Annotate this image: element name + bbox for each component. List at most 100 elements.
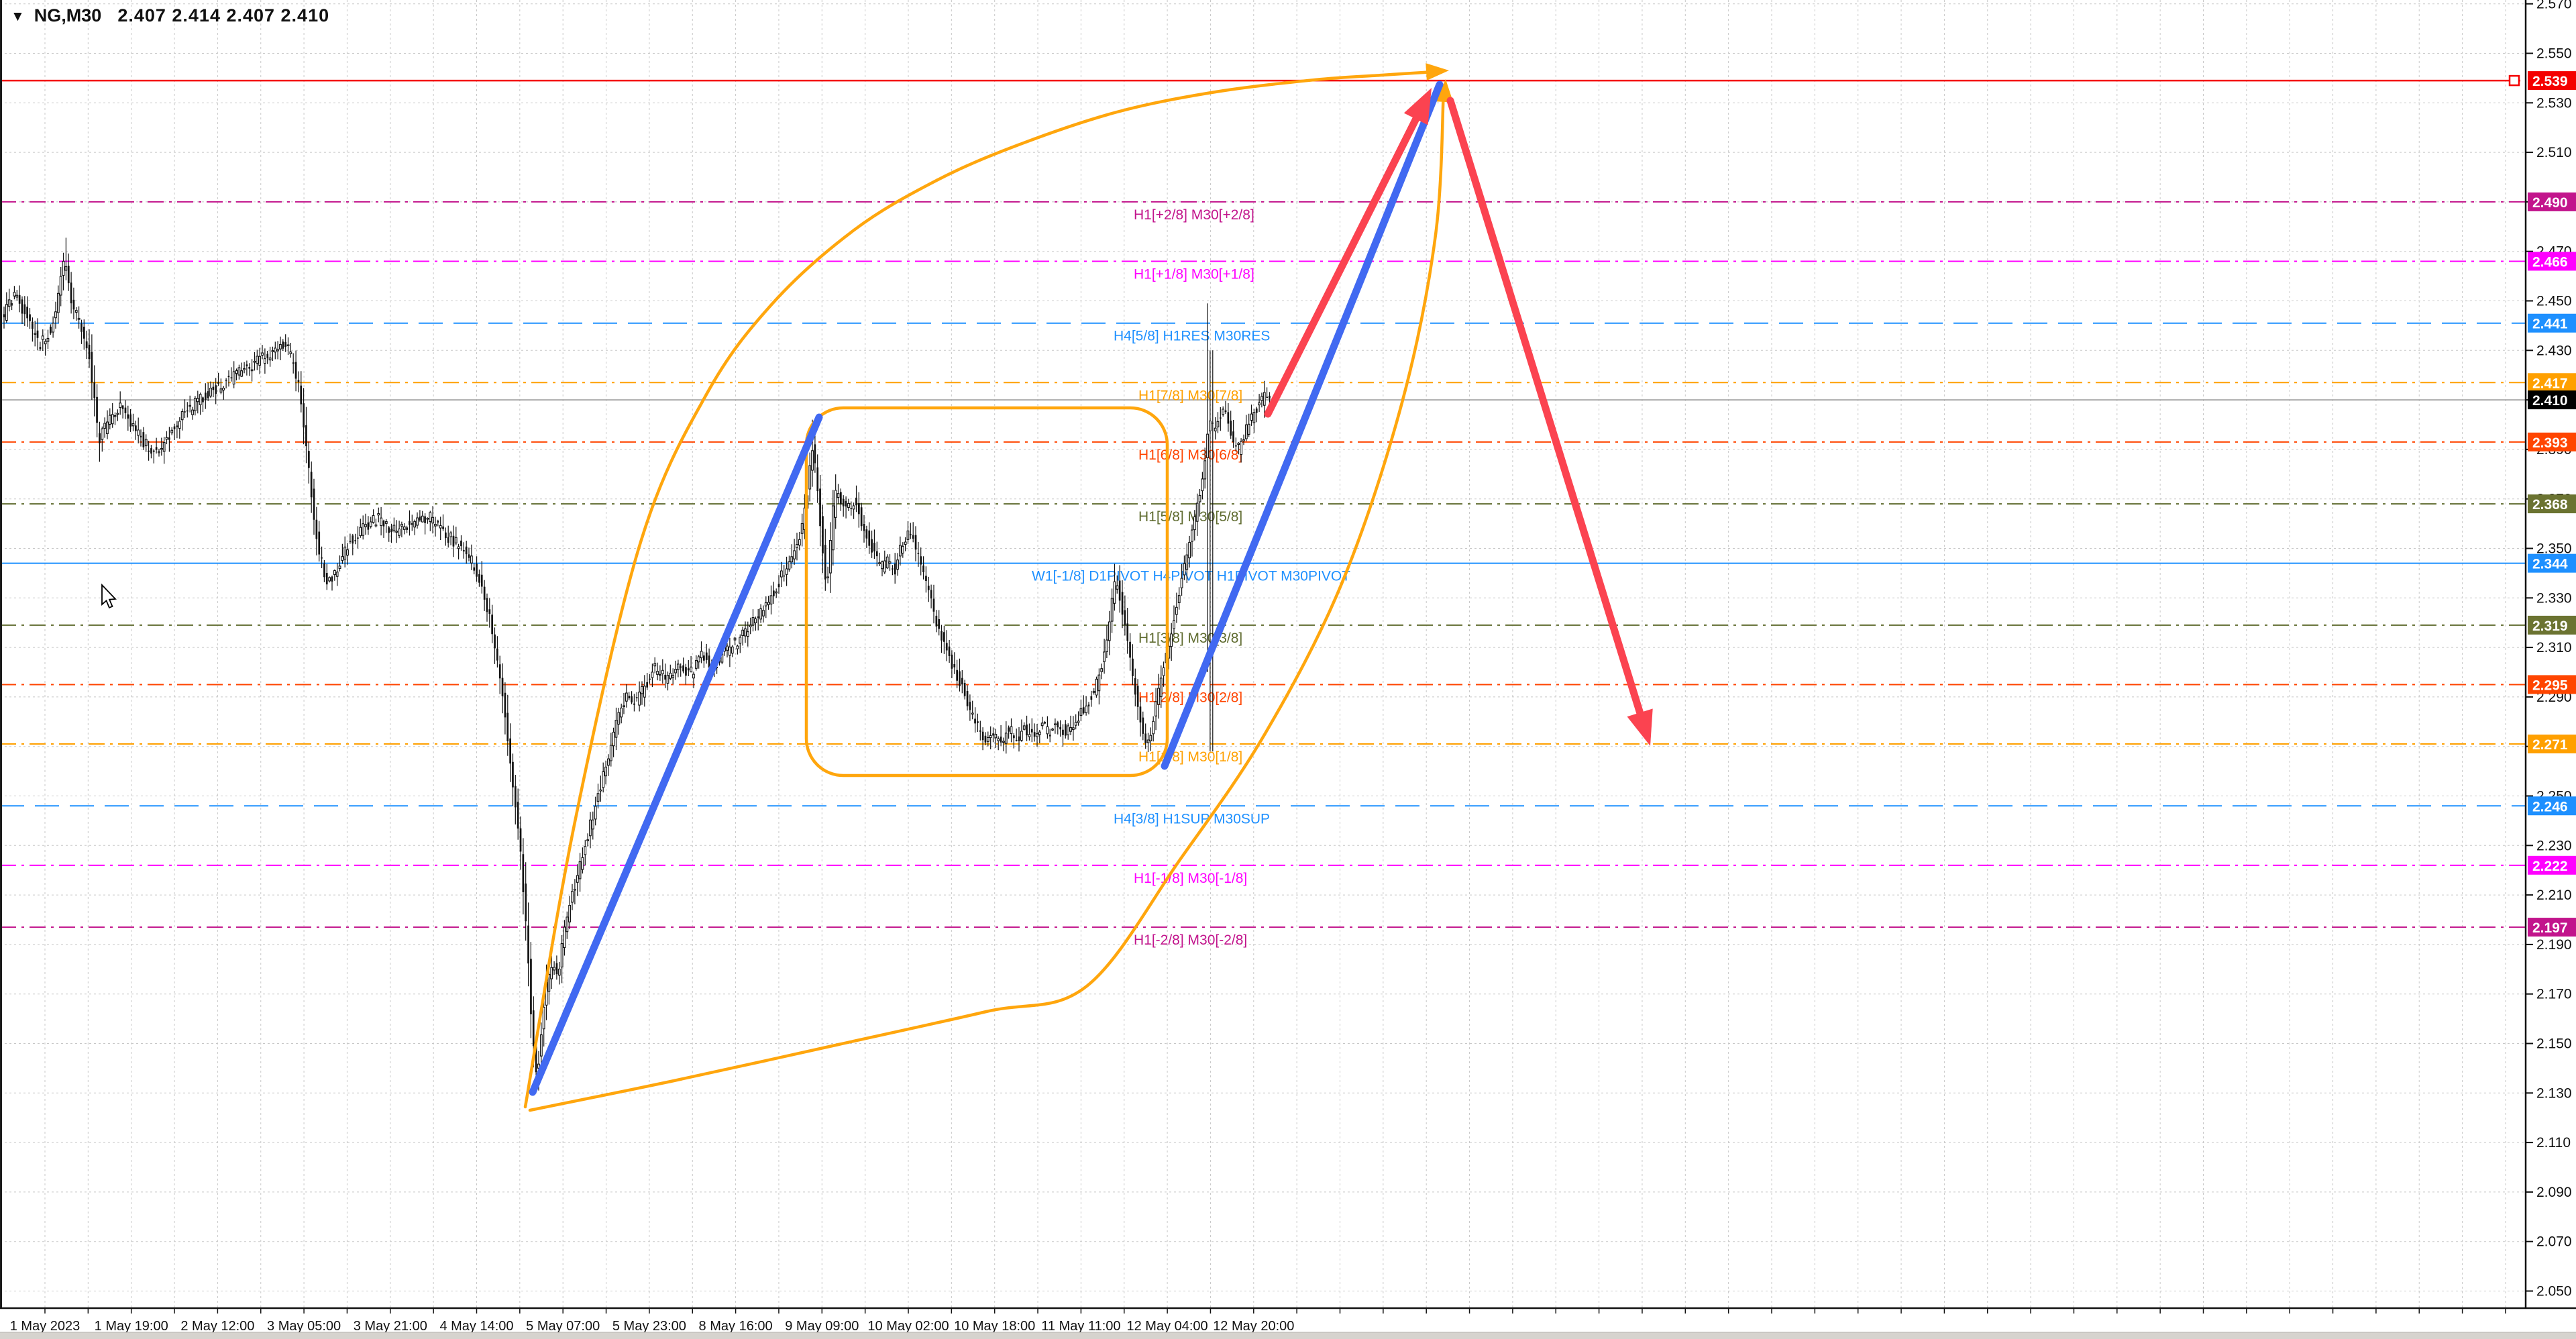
price-tick: 2.210 <box>2536 888 2572 903</box>
level-label: H1[+2/8] M30[+2/8] <box>1134 207 1254 223</box>
time-label: 8 May 16:00 <box>699 1319 773 1334</box>
price-tick: 2.230 <box>2536 838 2572 853</box>
arrowhead <box>1627 708 1653 746</box>
price-tick: 2.510 <box>2536 145 2572 160</box>
blue-up-1[interactable] <box>529 413 823 1096</box>
murrey-level-labels: H1[+2/8] M30[+2/8] H1[+1/8] M30[+1/8] H4[5… <box>1032 207 1350 948</box>
price-tick: 2.550 <box>2536 46 2572 62</box>
price-tick: 2.430 <box>2536 343 2572 358</box>
price-tag-label: 2.271 <box>2532 737 2568 753</box>
ohlc-values: 2.407 2.414 2.407 2.410 <box>117 5 330 25</box>
blue-up-2[interactable] <box>1161 81 1444 770</box>
symbol-header[interactable]: ▼ NG,M30 2.407 2.414 2.407 2.410 <box>11 5 329 26</box>
price-tick: 2.310 <box>2536 640 2572 655</box>
level-label: H1[5/8] M30[5/8] <box>1138 509 1242 525</box>
price-tag-2.466 <box>2528 252 2576 271</box>
level-label: W1[-1/8] D1PIVOT H4PIVOT H1PIVOT M30PIVO… <box>1032 569 1350 584</box>
consolidation-box[interactable] <box>804 406 1169 778</box>
mouse-cursor <box>101 583 117 608</box>
price-tag-2.368 <box>2528 494 2576 514</box>
hline-handle[interactable] <box>2508 74 2520 87</box>
time-label: 1 May 19:00 <box>95 1319 168 1334</box>
symbol-label: NG,M30 <box>34 5 102 25</box>
level-label: H1[3/8] M30[3/8] <box>1138 631 1242 646</box>
murrey-level-lines <box>0 201 2526 928</box>
price-tick: 2.350 <box>2536 541 2572 557</box>
price-tag-2.222 <box>2528 855 2576 875</box>
price-tag-2.393 <box>2528 432 2576 451</box>
price-tag-2.319 <box>2528 615 2576 635</box>
price-tag-2.417 <box>2528 373 2576 392</box>
ellipse-upper-arc <box>523 70 1436 1109</box>
price-tag-2.539 <box>2528 71 2576 91</box>
price-axis[interactable]: 2.5702.5502.5302.5102.4902.4702.4502.430… <box>2526 0 2576 1299</box>
chart-borders <box>0 0 2576 1309</box>
price-tag-label: 2.222 <box>2532 859 2568 874</box>
time-label: 9 May 09:00 <box>785 1319 859 1334</box>
time-label: 3 May 05:00 <box>267 1319 341 1334</box>
price-tag-2.441 <box>2528 313 2576 333</box>
ellipse-projection[interactable] <box>523 63 1454 1112</box>
price-tick: 2.150 <box>2536 1036 2572 1052</box>
level-label: H1[7/8] M30[7/8] <box>1138 388 1242 403</box>
time-axis[interactable]: 1 May 2023 1 May 19:00 2 May 12:00 3 May 05… <box>0 1308 2576 1339</box>
time-label: 10 May 02:00 <box>867 1319 949 1334</box>
price-tag-2.271 <box>2528 735 2576 754</box>
price-tag-2.344 <box>2528 553 2576 573</box>
level-label: H4[3/8] H1SUP M30SUP <box>1114 811 1270 826</box>
time-label: 4 May 14:00 <box>439 1319 513 1334</box>
red-up-arrow[interactable] <box>1264 101 1427 418</box>
time-label: 10 May 18:00 <box>954 1319 1035 1334</box>
trend-arrows[interactable] <box>529 81 1653 1096</box>
level-label: H1[6/8] M30[6/8] <box>1138 447 1242 463</box>
price-tick: 2.110 <box>2536 1135 2571 1150</box>
price-tag-label: 2.393 <box>2532 435 2568 451</box>
price-tag-label: 2.246 <box>2532 799 2568 814</box>
price-tag-label: 2.368 <box>2532 497 2568 513</box>
price-tick: 2.450 <box>2536 294 2572 309</box>
price-tick: 2.530 <box>2536 95 2572 111</box>
red-resistance-hline[interactable] <box>0 74 2520 87</box>
price-tag-2.295 <box>2528 675 2576 694</box>
price-tag-2.246 <box>2528 796 2576 816</box>
price-tick: 2.190 <box>2536 937 2572 953</box>
price-tag-2.410 <box>2528 390 2576 410</box>
level-label: H4[5/8] H1RES M30RES <box>1114 329 1270 344</box>
price-tag-2.490 <box>2528 192 2576 211</box>
price-tag-label: 2.490 <box>2532 195 2568 211</box>
price-tick: 2.330 <box>2536 590 2572 606</box>
time-label: 12 May 20:00 <box>1213 1319 1294 1334</box>
grid <box>0 0 2526 1308</box>
time-label: 11 May 11:00 <box>1041 1319 1120 1334</box>
price-tag-2.197 <box>2528 918 2576 937</box>
rounded-box <box>804 406 1169 778</box>
arrowhead <box>1436 79 1454 103</box>
time-label: 2 May 12:00 <box>180 1319 254 1334</box>
price-tag-label: 2.197 <box>2532 920 2568 936</box>
time-label: 1 May 2023 <box>10 1319 80 1334</box>
price-tag-label: 2.417 <box>2532 376 2568 391</box>
price-tag-label: 2.466 <box>2532 254 2568 270</box>
price-tag-label: 2.539 <box>2532 74 2568 89</box>
price-tick: 2.070 <box>2536 1234 2572 1250</box>
cursor-arrow <box>101 583 117 608</box>
price-tick: 2.050 <box>2536 1284 2572 1299</box>
price-tag-label: 2.295 <box>2532 678 2568 693</box>
level-label: H1[1/8] M30[1/8] <box>1138 749 1242 765</box>
price-tick: 2.170 <box>2536 987 2572 1002</box>
ellipse-lower-arc <box>528 87 1446 1112</box>
candlestick-series <box>3 237 1271 1091</box>
price-tag-label: 2.319 <box>2532 619 2568 634</box>
arrowhead <box>1403 88 1432 125</box>
price-tag-label: 2.441 <box>2532 317 2568 332</box>
level-label: H1[-2/8] M30[-2/8] <box>1134 932 1247 948</box>
price-tag-label: 2.344 <box>2532 557 2568 572</box>
time-label: 3 May 21:00 <box>354 1319 427 1334</box>
level-label: H1[+1/8] M30[+1/8] <box>1134 266 1254 282</box>
time-label: 12 May 04:00 <box>1126 1319 1208 1334</box>
chevron-down-icon[interactable]: ▼ <box>11 9 25 24</box>
red-down-arrow[interactable] <box>1446 97 1649 732</box>
price-tick: 2.570 <box>2536 0 2572 12</box>
level-label: H1[-1/8] M30[-1/8] <box>1134 871 1247 886</box>
